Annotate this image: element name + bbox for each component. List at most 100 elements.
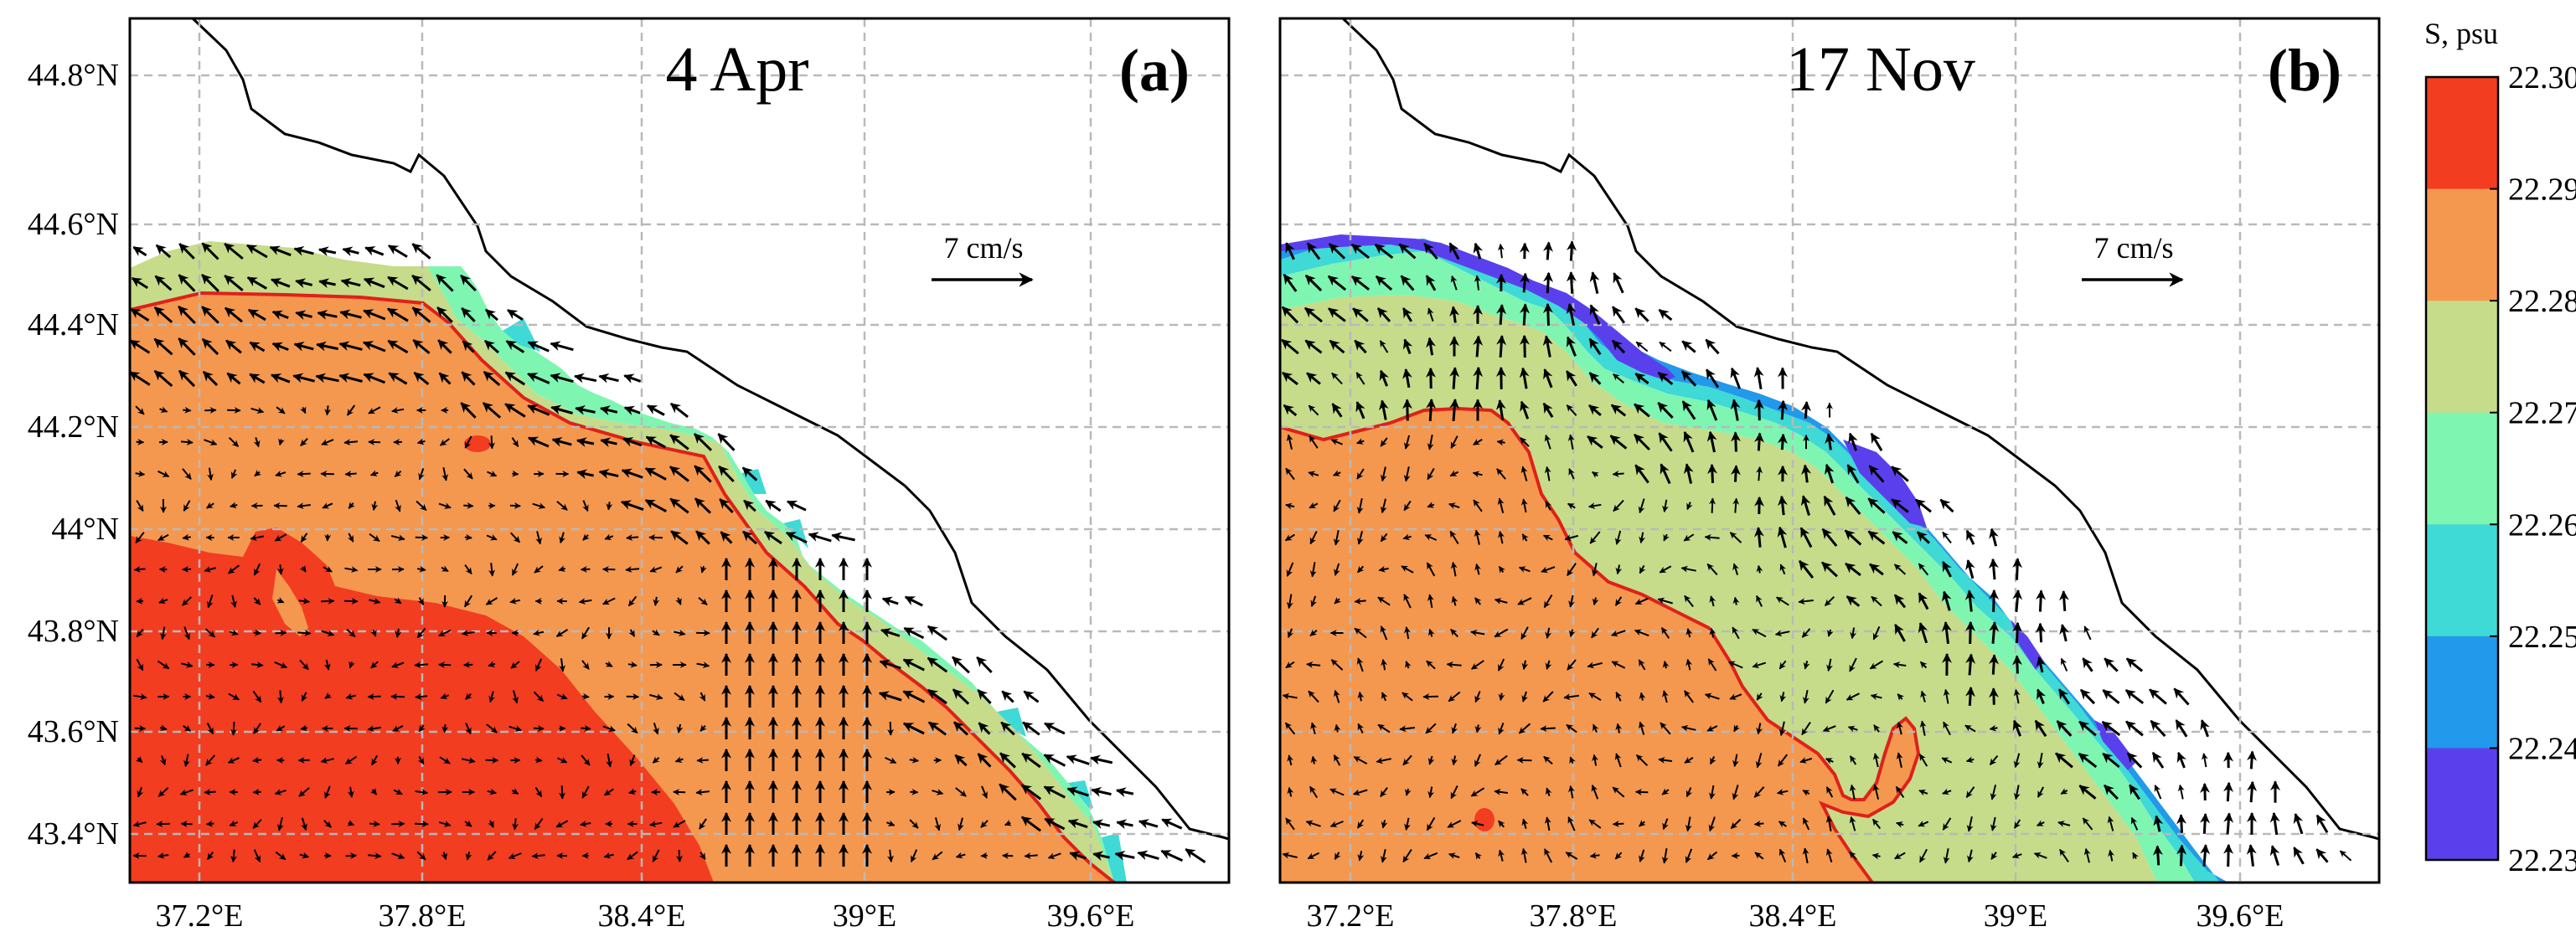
current-vector bbox=[1920, 690, 1927, 703]
current-vector bbox=[387, 339, 409, 354]
current-vector bbox=[1470, 629, 1485, 636]
current-vector bbox=[133, 693, 147, 701]
current-vector bbox=[785, 531, 808, 544]
current-vector bbox=[1544, 816, 1551, 831]
current-vector bbox=[1942, 817, 1952, 831]
current-vector bbox=[2078, 752, 2098, 769]
colorbar-tick-label: 22.27 bbox=[2508, 396, 2576, 431]
current-vector bbox=[1427, 628, 1435, 637]
current-vector bbox=[1092, 819, 1111, 830]
current-vector bbox=[932, 851, 943, 861]
current-vector bbox=[253, 597, 261, 605]
current-vector bbox=[1892, 661, 1907, 668]
current-vector bbox=[1568, 785, 1575, 799]
current-vector bbox=[1047, 852, 1061, 859]
current-vector bbox=[1848, 432, 1858, 451]
current-vector bbox=[1474, 563, 1482, 575]
current-vector bbox=[1683, 690, 1695, 703]
current-vector bbox=[1591, 627, 1599, 639]
current-vector bbox=[1893, 594, 1907, 609]
current-vector bbox=[1753, 820, 1764, 827]
current-vector bbox=[276, 406, 286, 414]
current-vector bbox=[1943, 721, 1951, 736]
current-vector bbox=[364, 246, 385, 256]
current-vector bbox=[1709, 627, 1716, 638]
current-vector bbox=[1333, 754, 1341, 766]
current-vector bbox=[534, 786, 543, 798]
colorbar-frame bbox=[2424, 75, 2500, 862]
current-vector bbox=[1309, 629, 1318, 636]
current-vector bbox=[131, 276, 149, 290]
colorbar-title: S, psu bbox=[2424, 17, 2498, 50]
current-vector bbox=[1564, 534, 1579, 542]
current-vector bbox=[1517, 597, 1532, 605]
current-vector bbox=[1729, 693, 1742, 700]
current-vector bbox=[1825, 433, 1835, 450]
current-vector bbox=[1380, 533, 1388, 543]
colorbar-swatch bbox=[2426, 636, 2498, 749]
current-vector bbox=[1285, 502, 1295, 510]
current-vector bbox=[1774, 630, 1790, 637]
current-vector bbox=[927, 656, 948, 673]
current-vector bbox=[1708, 816, 1716, 832]
current-vector bbox=[1847, 725, 1858, 733]
current-vector bbox=[178, 243, 195, 260]
current-vector bbox=[626, 534, 639, 541]
current-vector bbox=[411, 243, 431, 260]
current-vector bbox=[251, 661, 264, 668]
current-vector bbox=[298, 597, 310, 605]
current-vector bbox=[1753, 527, 1764, 548]
current-vector bbox=[623, 373, 642, 383]
current-vector bbox=[1871, 595, 1882, 607]
current-vector bbox=[1869, 563, 1884, 576]
current-vector bbox=[229, 820, 239, 826]
current-vector bbox=[1542, 302, 1553, 326]
current-vector bbox=[1657, 371, 1674, 386]
current-vector bbox=[136, 500, 144, 512]
current-vector bbox=[2037, 688, 2047, 704]
current-vector bbox=[204, 439, 218, 446]
current-vector bbox=[1448, 242, 1460, 260]
current-vector bbox=[879, 659, 901, 670]
current-vector bbox=[606, 754, 613, 768]
current-vector bbox=[252, 756, 262, 764]
current-vector bbox=[1634, 629, 1649, 637]
current-vector bbox=[1614, 530, 1622, 545]
current-vector bbox=[1706, 430, 1717, 453]
current-vector bbox=[182, 533, 191, 541]
x-tick-label: 38.4°E bbox=[598, 898, 686, 934]
current-vector bbox=[1306, 242, 1321, 260]
current-vector bbox=[652, 629, 660, 636]
current-vector bbox=[694, 465, 712, 483]
current-vector bbox=[2012, 589, 2023, 613]
current-vector bbox=[1333, 470, 1341, 476]
colorbar-swatch bbox=[2426, 412, 2498, 525]
current-vector bbox=[1449, 530, 1459, 545]
current-vector bbox=[1379, 369, 1389, 387]
current-vector bbox=[1020, 816, 1041, 832]
current-vector bbox=[1474, 529, 1481, 545]
current-vector bbox=[387, 275, 409, 291]
current-vector bbox=[1542, 691, 1554, 703]
current-vector bbox=[299, 406, 307, 414]
current-vector bbox=[297, 471, 311, 478]
current-vector bbox=[1802, 847, 1809, 864]
current-vector bbox=[1544, 466, 1551, 481]
current-vector bbox=[206, 723, 214, 735]
colorbar: S, psu 22.30 22.29 22.28 22.27 22.26 22.25 22.… bbox=[2424, 17, 2576, 878]
current-vector bbox=[1849, 851, 1857, 861]
current-vector bbox=[1588, 692, 1602, 702]
current-vector bbox=[461, 757, 476, 764]
current-vector bbox=[653, 722, 659, 735]
colorbar-tick-label: 22.23 bbox=[2508, 843, 2576, 878]
current-vector bbox=[1138, 819, 1159, 829]
current-vector bbox=[1402, 533, 1412, 541]
current-vector bbox=[1634, 307, 1649, 322]
current-vector bbox=[1540, 725, 1556, 733]
current-vector bbox=[488, 820, 494, 828]
current-vector bbox=[180, 438, 194, 445]
current-vector bbox=[1305, 820, 1321, 827]
current-vector bbox=[205, 692, 215, 700]
current-vector bbox=[416, 500, 427, 512]
current-vector bbox=[533, 691, 545, 703]
